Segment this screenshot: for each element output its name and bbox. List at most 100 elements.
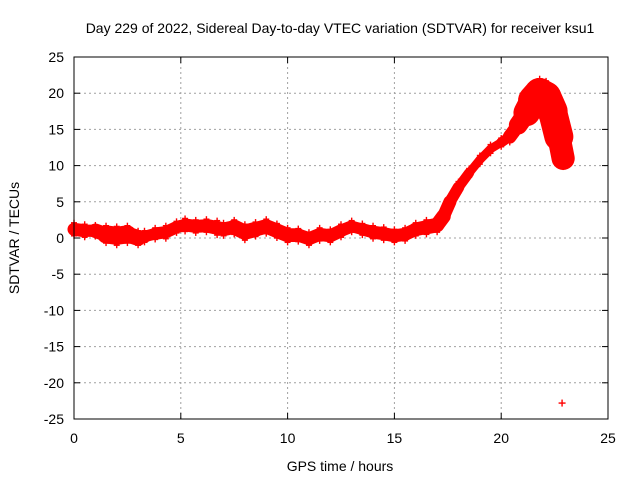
data-point (498, 143, 505, 150)
y-tick-label: -25 (44, 411, 64, 427)
data-point (423, 216, 430, 223)
data-point (162, 222, 169, 229)
data-point (391, 239, 398, 246)
data-point (440, 206, 447, 213)
data-point (124, 222, 131, 229)
data-point (555, 119, 562, 126)
data-point (135, 227, 142, 234)
data-point (92, 233, 99, 240)
x-tick-label: 5 (177, 430, 185, 446)
data-point (327, 226, 334, 233)
data-point (141, 227, 148, 234)
data-point (92, 221, 99, 228)
data-point (124, 240, 131, 247)
data-point (284, 239, 291, 246)
data-point (162, 235, 169, 242)
data-point (506, 139, 513, 146)
data-point (440, 220, 447, 227)
data-point (402, 224, 409, 231)
data-point (338, 221, 344, 228)
data-point (446, 204, 453, 211)
data-point (81, 221, 88, 228)
x-tick-label: 0 (70, 430, 78, 446)
data-point (295, 225, 302, 232)
data-point (113, 223, 120, 230)
data-point (220, 232, 227, 239)
sdtvar-band-segment (547, 125, 575, 170)
data-point (359, 232, 366, 239)
data-series (67, 75, 575, 407)
data-point (536, 104, 543, 111)
data-point (214, 232, 221, 239)
data-point (348, 217, 355, 224)
data-point (370, 222, 377, 229)
data-point (241, 221, 248, 228)
y-tick-label: 15 (48, 121, 64, 137)
data-point (348, 229, 355, 236)
y-axis-label: SDTVAR / TECUs (6, 182, 22, 294)
x-tick-label: 20 (493, 430, 509, 446)
data-point (252, 219, 259, 226)
data-point (203, 216, 210, 223)
data-point (152, 236, 159, 243)
data-point (295, 238, 302, 245)
chart-title: Day 229 of 2022, Sidereal Day-to-day VTE… (86, 20, 595, 36)
data-point (182, 228, 189, 235)
data-point (273, 235, 280, 241)
data-point (380, 224, 387, 231)
data-point (141, 239, 148, 246)
y-tick-label: 20 (48, 85, 64, 101)
data-point (455, 178, 462, 185)
data-point (498, 135, 505, 142)
x-tick-label: 10 (280, 430, 296, 446)
data-point (434, 214, 441, 221)
data-point (103, 240, 110, 247)
data-point (530, 81, 537, 88)
y-tick-label: 5 (56, 194, 64, 210)
data-point (455, 190, 462, 197)
data-point (549, 93, 556, 100)
data-point (359, 220, 366, 227)
data-point (263, 230, 270, 237)
y-tick-label: 0 (56, 230, 64, 246)
grid-lines (74, 57, 608, 419)
data-point (523, 120, 530, 127)
data-point (476, 152, 483, 159)
data-point (103, 222, 110, 229)
y-tick-label: -20 (44, 375, 64, 391)
data-point (412, 219, 419, 226)
data-point (338, 234, 344, 241)
data-point (81, 234, 88, 241)
data-point (560, 146, 567, 153)
data-point (220, 219, 227, 226)
data-point (305, 229, 312, 236)
data-point (284, 224, 291, 231)
y-tick-label: -10 (44, 302, 64, 318)
data-point (241, 237, 248, 244)
y-tick-label: 25 (48, 49, 64, 65)
data-point (549, 122, 556, 129)
data-point (231, 216, 238, 223)
data-point (327, 239, 334, 246)
data-point (523, 98, 530, 105)
data-point (252, 233, 259, 240)
x-axis-label: GPS time / hours (287, 458, 394, 474)
data-point (487, 150, 494, 157)
y-tick-label: -5 (52, 266, 65, 282)
data-point (113, 242, 120, 249)
data-point (192, 216, 199, 223)
data-point (173, 218, 180, 225)
data-point (263, 216, 270, 223)
data-point (380, 237, 387, 244)
data-point (135, 242, 142, 249)
data-point (412, 232, 419, 239)
data-point (316, 237, 323, 244)
data-point (231, 231, 238, 238)
y-tick-label: 10 (48, 158, 64, 174)
data-point (466, 165, 473, 172)
x-tick-label: 25 (600, 430, 616, 446)
data-point (555, 148, 562, 155)
data-point (434, 229, 441, 236)
data-point (515, 130, 522, 137)
